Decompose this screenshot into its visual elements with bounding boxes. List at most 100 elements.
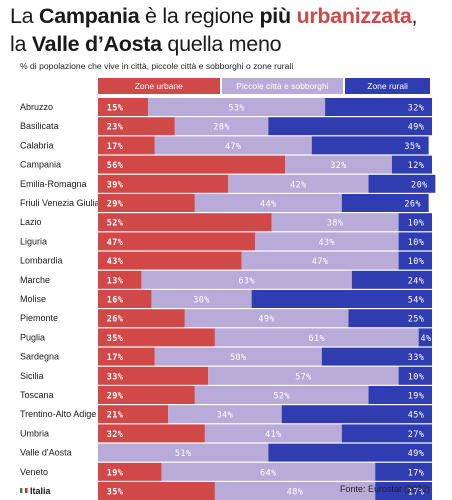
category-label: Liguria — [20, 236, 47, 246]
bar-segment — [398, 232, 432, 251]
bar-segment — [285, 155, 392, 174]
chart-title: La Campania è la regione più urbanizzata… — [10, 2, 450, 58]
data-label: 63% — [238, 276, 255, 286]
bar-segment — [348, 309, 432, 328]
title-part: quella meno — [161, 32, 282, 56]
category-label: Lazio — [20, 217, 42, 227]
data-label: 47% — [225, 142, 242, 152]
data-label: 51% — [175, 449, 192, 459]
data-label: 44% — [260, 200, 277, 210]
data-label: 43% — [319, 238, 336, 248]
category-label: Veneto — [20, 467, 48, 477]
data-label: 30% — [193, 296, 210, 306]
data-label: 47% — [107, 238, 124, 248]
data-label: 29% — [107, 200, 124, 210]
data-label: 49% — [258, 315, 275, 325]
title-part: La — [10, 4, 39, 28]
data-label: 10% — [408, 238, 425, 248]
data-label: 19% — [107, 468, 124, 478]
bar-segment — [98, 251, 242, 270]
category-label: Molise — [20, 294, 46, 304]
bar-segment — [398, 251, 432, 270]
bar-segment — [325, 98, 432, 116]
bar-segment — [208, 366, 399, 385]
bar-segment — [98, 347, 155, 366]
data-label: 25% — [408, 315, 425, 325]
bar-segment — [281, 405, 432, 424]
title-part: più — [259, 4, 291, 28]
bar-segment — [321, 347, 432, 366]
bar-segment — [98, 290, 152, 308]
data-label: 34% — [217, 411, 234, 421]
bar-segment — [154, 347, 322, 366]
category-label: Valle d'Aosta — [20, 448, 72, 458]
data-label: 54% — [408, 296, 425, 306]
bar-segment — [375, 462, 432, 481]
bar-segment — [98, 328, 215, 347]
data-label: 10% — [408, 219, 425, 229]
legend-item-rural: Zone rurali — [345, 78, 430, 94]
category-label: Friuli Venezia Giulia — [20, 198, 100, 208]
bar-segment — [398, 366, 432, 385]
bar-segment — [368, 174, 436, 193]
data-label: 32% — [107, 430, 124, 440]
data-label: 28% — [213, 123, 230, 133]
data-label: 39% — [107, 180, 124, 190]
data-label: 17% — [408, 488, 425, 498]
data-label: 42% — [290, 180, 307, 190]
data-label: 52% — [273, 392, 290, 402]
category-label: Puglia — [20, 332, 45, 342]
data-label: 16% — [107, 296, 124, 306]
bar-segment — [148, 98, 326, 116]
title-part: , — [411, 4, 418, 28]
bar-segment — [98, 194, 195, 212]
bar-segment — [98, 155, 286, 174]
data-label: 27% — [408, 430, 425, 440]
bar-segment — [98, 117, 175, 136]
title-part: urbanizzata — [296, 4, 412, 28]
data-label: 52% — [107, 219, 124, 229]
category-label: Basilicata — [20, 121, 59, 131]
chart-subtitle: % di popolazione che vive in città, picc… — [20, 61, 294, 71]
data-label: 45% — [408, 411, 425, 421]
category-label: Piemonte — [20, 313, 58, 323]
title-part: Campania — [39, 4, 140, 28]
data-label: 33% — [408, 353, 425, 363]
bar-segment — [98, 98, 149, 116]
bar-segment — [194, 386, 369, 404]
data-label: 50% — [230, 353, 247, 363]
data-label: 57% — [295, 372, 312, 382]
flag-stripe-green — [20, 488, 23, 493]
data-label: 26% — [404, 200, 421, 210]
category-label: Italia — [30, 486, 52, 496]
legend-item-urban: Zone urbane — [98, 78, 220, 94]
bar-segment — [151, 290, 252, 308]
bar-segment — [98, 174, 229, 193]
bar-segment — [268, 443, 432, 462]
data-label: 23% — [107, 123, 124, 133]
category-label: Trentino-Alto Adige — [20, 409, 96, 419]
bar-segment — [184, 309, 349, 328]
data-label: 32% — [330, 161, 347, 171]
data-label: 26% — [107, 315, 124, 325]
bar-segment — [98, 232, 255, 251]
title-part: la — [10, 32, 32, 56]
data-label: 4% — [420, 334, 431, 344]
bar-segment — [98, 136, 155, 155]
category-label: Calabria — [20, 140, 54, 150]
category-label: Umbria — [20, 428, 49, 438]
bar-segment — [214, 328, 419, 347]
data-label: 43% — [107, 257, 124, 267]
bar-segment — [271, 213, 399, 232]
bar-segment — [98, 386, 195, 404]
flag-stripe-red — [25, 488, 28, 493]
category-label: Campania — [20, 160, 61, 170]
data-label: 24% — [408, 276, 425, 286]
bar-segment — [254, 232, 399, 251]
bar-segment — [311, 136, 429, 155]
bar-segment — [228, 174, 369, 193]
bar-segment — [368, 386, 432, 404]
data-label: 49% — [408, 123, 425, 133]
data-label: 53% — [228, 104, 245, 114]
